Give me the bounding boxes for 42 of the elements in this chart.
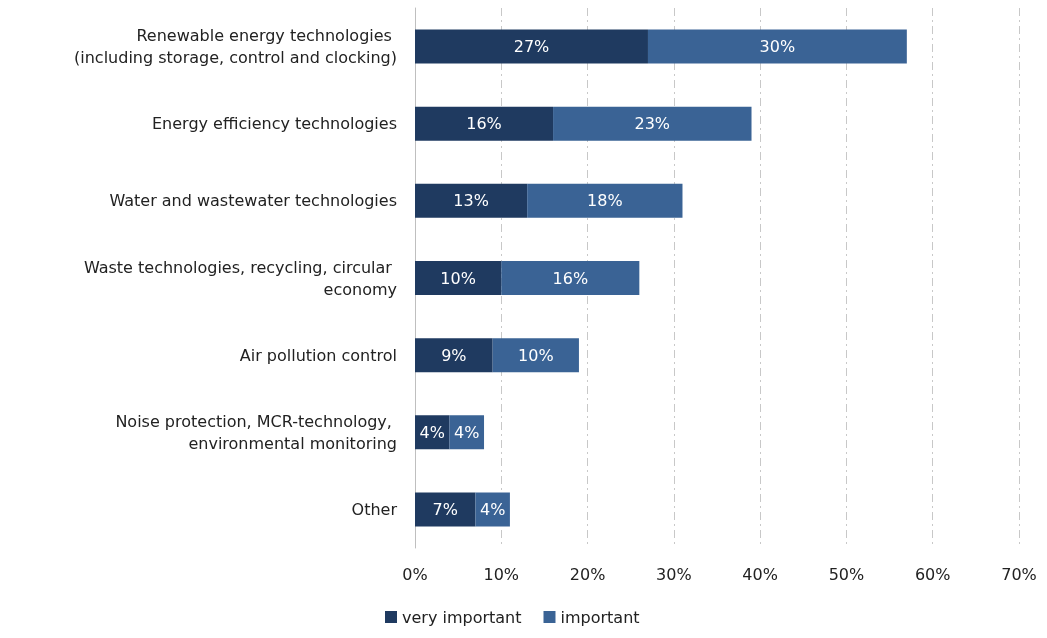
legend-label: very important xyxy=(402,607,522,627)
x-tick-label: 70% xyxy=(1001,564,1037,584)
y-tick-label: Air pollution control xyxy=(239,345,397,365)
data-label: 30% xyxy=(759,37,796,57)
data-label: 13% xyxy=(453,191,489,211)
y-tick-label: Noise protection, MCR-technology, environmental monitoring xyxy=(115,411,397,453)
bar xyxy=(415,338,493,373)
data-label: 16% xyxy=(466,114,502,134)
data-label: 23% xyxy=(634,114,671,134)
y-tick-label: Waste technologies, recycling, circular economy xyxy=(83,257,397,299)
bar xyxy=(415,29,648,64)
data-label: 4% xyxy=(419,422,445,442)
y-tick-label: Renewable energy technologies (including storage, control and clocking) xyxy=(74,26,397,68)
data-label: 4% xyxy=(479,499,506,519)
x-tick-label: 60% xyxy=(914,564,951,584)
bar xyxy=(415,492,476,527)
x-tick-label: 30% xyxy=(656,564,692,584)
bar xyxy=(415,261,502,295)
y-tick-label: Water and wastewater technologies xyxy=(109,191,397,211)
bar xyxy=(553,106,752,141)
bar xyxy=(527,183,683,218)
data-label: 9% xyxy=(441,345,467,365)
x-tick-label: 20% xyxy=(569,564,606,584)
x-tick-label: 0% xyxy=(402,564,428,584)
x-tick-label: 40% xyxy=(742,564,778,584)
y-tick-label: Other xyxy=(351,499,398,519)
bar xyxy=(415,106,554,141)
bar xyxy=(501,261,640,295)
data-label: 4% xyxy=(454,422,480,442)
bar xyxy=(415,183,528,218)
bar xyxy=(647,29,907,64)
data-label: 10% xyxy=(440,268,476,288)
data-label: 16% xyxy=(552,268,589,288)
data-label: 7% xyxy=(432,499,458,519)
legend-label: important xyxy=(560,607,640,627)
x-tick-label: 50% xyxy=(828,564,865,584)
data-label: 18% xyxy=(587,191,623,211)
bar xyxy=(492,338,579,373)
data-label: 27% xyxy=(513,37,550,57)
y-tick-label: Energy efficiency technologies xyxy=(152,114,397,134)
x-tick-label: 10% xyxy=(483,564,520,584)
data-label: 10% xyxy=(518,345,554,365)
